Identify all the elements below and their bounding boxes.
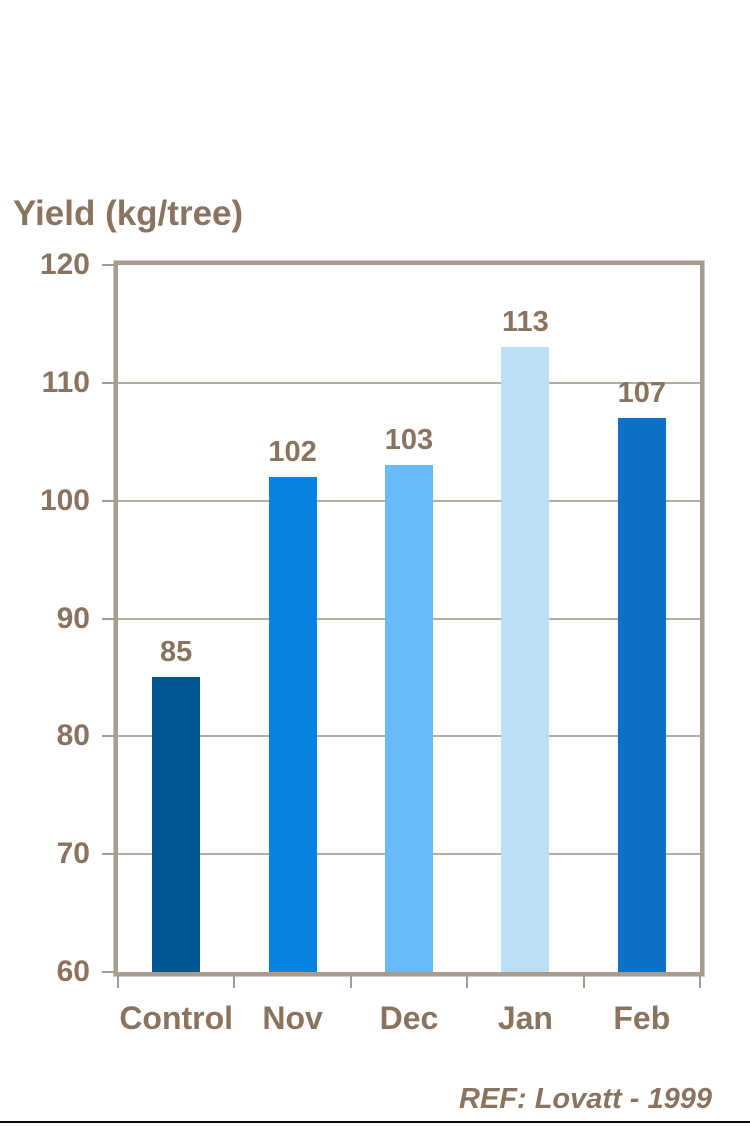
bar-dec	[385, 465, 433, 972]
x-tick-mark-4	[582, 976, 585, 988]
y-tick-mark-70	[102, 853, 116, 856]
bar-feb	[617, 418, 666, 972]
y-tick-label-100: 100	[39, 483, 90, 517]
y-tick-mark-100	[102, 499, 116, 502]
category-label-dec: Dec	[379, 1000, 439, 1036]
y-tick-label-70: 70	[56, 837, 90, 871]
category-label-feb: Feb	[613, 1000, 671, 1036]
bar-control	[152, 677, 201, 972]
y-tick-mark-90	[102, 617, 116, 620]
y-tick-label-60: 60	[56, 955, 90, 988]
category-label-control: Control	[119, 1000, 234, 1036]
x-tick-mark-2	[349, 976, 352, 988]
gridline-110	[118, 381, 700, 384]
value-label-jan: 113	[501, 306, 549, 339]
x-tick-mark-5	[699, 976, 701, 988]
x-tick-mark-3	[466, 976, 469, 988]
value-label-feb: 107	[617, 377, 666, 410]
y-tick-label-90: 90	[56, 601, 90, 635]
x-tick-mark-0	[117, 976, 119, 988]
value-label-control: 85	[160, 636, 193, 669]
y-tick-mark-120	[102, 264, 116, 266]
x-tick-mark-1	[233, 976, 236, 988]
chart-title: Yield (kg/tree)	[13, 194, 244, 233]
y-tick-mark-60	[102, 971, 116, 973]
y-tick-label-110: 110	[41, 365, 90, 399]
y-tick-mark-110	[102, 381, 116, 384]
y-tick-label-80: 80	[56, 719, 90, 753]
bar-nov	[268, 477, 317, 972]
category-label-jan: Jan	[497, 1000, 553, 1036]
y-tick-label-120: 120	[39, 248, 90, 281]
value-label-nov: 102	[268, 436, 317, 469]
value-label-dec: 103	[384, 424, 434, 457]
bar-jan	[501, 347, 550, 972]
bottom-divider	[0, 1121, 750, 1123]
ref-citation: REF: Lovatt - 1999	[459, 1083, 712, 1115]
category-label-nov: Nov	[262, 1000, 323, 1036]
y-tick-mark-80	[102, 735, 116, 738]
